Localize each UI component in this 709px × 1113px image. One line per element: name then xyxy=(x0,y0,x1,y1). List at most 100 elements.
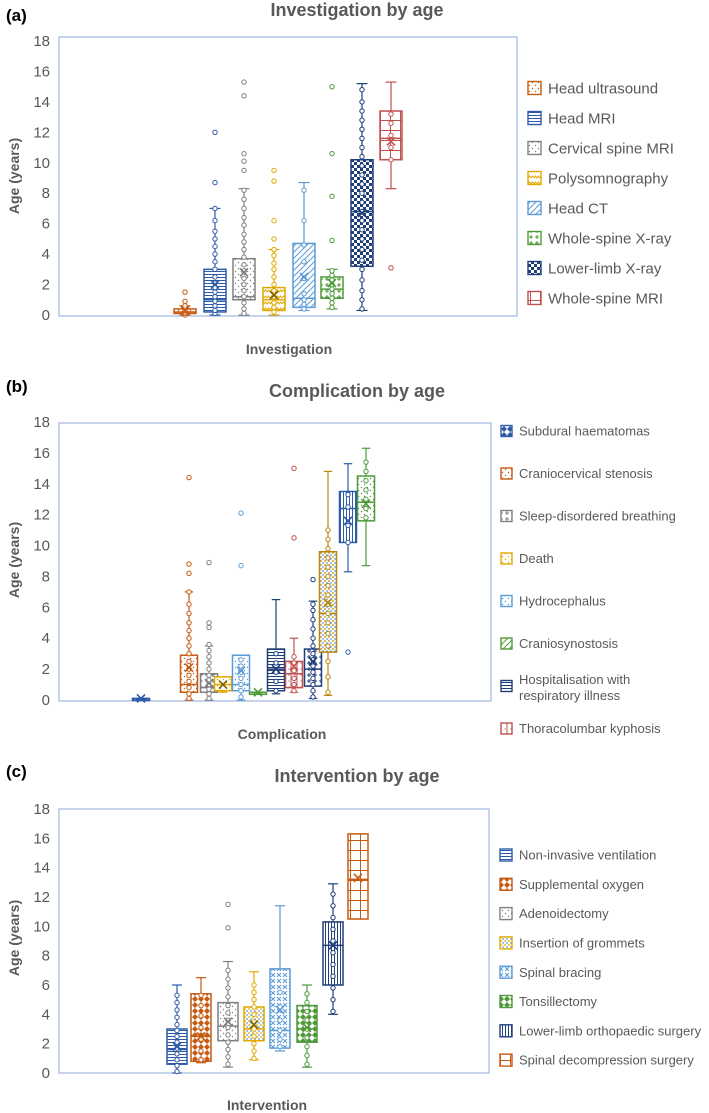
panel-a-box-head-mri-point-15 xyxy=(212,217,218,224)
panel-a-box-whole-spine-mri-point-2 xyxy=(388,144,394,151)
panel-a-box-cervical-spine-mri-point-15 xyxy=(241,205,247,212)
panel-a-box-lower-limb-x-ray-point-17 xyxy=(359,144,365,151)
panel-b-box-sleep-disordered-breathing-point-5 xyxy=(206,672,212,678)
panel-b: (b) Complication by age Complication Age… xyxy=(6,377,676,742)
panel-a-box-head-mri-point-1 xyxy=(212,307,218,314)
panel-b-box-group-12-point-3 xyxy=(363,487,369,493)
panel-c-box-non-invasive-ventilation xyxy=(166,984,188,1075)
panel-c-label: (c) xyxy=(6,762,27,781)
panel-b-legend-hospitalisation-with-respiratory-illness-swatch xyxy=(500,679,513,693)
panel-b-box-group-12-point-1 xyxy=(363,505,369,512)
panel-c-box-adenoidectomy-point-4 xyxy=(225,1032,231,1038)
panel-b-box-group-11-point-1 xyxy=(345,539,351,546)
panel-c-box-supplemental-oxygen-point-1 xyxy=(198,1048,204,1054)
panel-c-box-non-invasive-ventilation-point-12 xyxy=(174,992,180,998)
panel-a-box-head-ct-mean xyxy=(299,272,309,282)
panel-a-legend-head-mri-label: Head MRI xyxy=(548,110,616,127)
panel-b-y-title: Age (years) xyxy=(6,522,22,598)
panel-c-box-supplemental-oxygen-point-4 xyxy=(198,1013,204,1019)
panel-b-legend-subdural-haematomas: Subdural haematomas xyxy=(500,424,650,439)
panel-b-box-scoliosis-group-mean xyxy=(323,598,333,608)
panel-b-legend-hydrocephalus-swatch xyxy=(500,594,513,608)
panel-b-box-craniocervical-stenosis-point-0 xyxy=(186,695,192,702)
panel-c-box-non-invasive-ventilation-point-10 xyxy=(174,1007,180,1013)
panel-c-legend-supplemental-oxygen-swatch xyxy=(499,877,513,891)
panel-b-box-craniocervical-stenosis-point-7 xyxy=(186,650,192,657)
panel-a-box-whole-spine-x-ray-point-8 xyxy=(329,268,335,274)
panel-b-box-hydrocephalus-point-7 xyxy=(238,562,244,569)
panel-b-legend-sleep-disordered-breathing-swatch xyxy=(500,509,513,523)
panel-a-box-cervical-spine-mri-point-16 xyxy=(241,196,247,203)
panel-b-y-tick-8: 8 xyxy=(42,568,50,585)
panel-c-legend-spinal-decompression-surgery: Spinal decompression surgery xyxy=(499,1053,694,1068)
panel-c-box-tonsillectomy-point-3 xyxy=(304,1035,310,1041)
panel-c-box-non-invasive-ventilation-mean xyxy=(172,1042,182,1052)
panel-c-box-non-invasive-ventilation-point-9 xyxy=(174,1014,180,1020)
panel-b-legend-hydrocephalus-label: Hydrocephalus xyxy=(519,594,606,609)
panel-b-box-sleep-disordered-breathing-point-2 xyxy=(206,686,212,692)
panel-c-box-non-invasive-ventilation-point-5 xyxy=(174,1039,180,1045)
panel-a-box-lower-limb-x-ray-point-16 xyxy=(359,153,365,160)
panel-b-box-group-11-point-2 xyxy=(345,522,351,529)
panel-a-box-polysomnography-point-1 xyxy=(271,304,277,311)
panel-b-box-craniocervical-stenosis-point-12 xyxy=(186,610,192,617)
panel-b-y-tick-14: 14 xyxy=(33,476,50,493)
panel-b-box-thoracolumbar-kyphosis-point-2 xyxy=(291,675,297,682)
panel-c-box-tonsillectomy-iqr xyxy=(296,1004,318,1043)
panel-b-legend-thoracolumbar-kyphosis-label: Thoracolumbar kyphosis xyxy=(519,721,661,736)
panel-a-box-polysomnography-point-10 xyxy=(271,246,277,253)
panel-c-box-lower-limb-orthopaedic-surgery-point-7 xyxy=(330,926,336,932)
panel-a-box-cervical-spine-mri-point-8 xyxy=(241,262,247,268)
panel-a-y-tick-16: 16 xyxy=(33,63,50,80)
panel-b-box-hydrocephalus-point-1 xyxy=(238,688,244,694)
panel-b-box-craniocervical-stenosis-mean xyxy=(184,663,194,673)
panel-a-box-whole-spine-x-ray-point-1 xyxy=(329,300,335,306)
panel-c-box-non-invasive-ventilation-point-3 xyxy=(174,1051,180,1057)
panel-a-box-whole-spine-x-ray-mean xyxy=(327,278,337,288)
panel-a-box-polysomnography-point-13 xyxy=(271,178,277,184)
panel-b-box-scoliosis-group-point-2 xyxy=(325,658,331,665)
panel-a-box-cervical-spine-mri-point-4 xyxy=(241,287,247,294)
panel-c-box-lower-limb-orthopaedic-surgery-point-1 xyxy=(330,996,336,1003)
panel-c: (c) Intervention by age Intervention Age… xyxy=(6,762,702,1113)
panel-b-y-tick-0: 0 xyxy=(42,692,50,709)
panel-c-box-insertion-of-grommets-point-1 xyxy=(251,1048,257,1054)
panel-b-box-thoracolumbar-kyphosis-point-3 xyxy=(291,667,297,674)
panel-a-box-lower-limb-x-ray-point-14 xyxy=(359,172,365,178)
panel-b-box-group-12-point-6 xyxy=(363,459,369,465)
panel-b-box-group-11-point-3 xyxy=(345,504,351,510)
panel-c-box-insertion-of-grommets-point-7 xyxy=(251,1004,257,1010)
panel-c-box-lower-limb-orthopaedic-surgery-point-4 xyxy=(330,961,336,968)
panel-a-box-lower-limb-x-ray-point-18 xyxy=(359,135,365,142)
panel-b-box-hydrocephalus-point-6 xyxy=(238,657,244,663)
panel-c-y-title: Age (years) xyxy=(6,900,22,976)
panel-c-box-spinal-bracing-point-1 xyxy=(277,1036,283,1042)
panel-b-box-group-11-iqr xyxy=(338,490,358,544)
panel-a-y-tick-8: 8 xyxy=(42,185,50,202)
panel-a-box-head-mri-mean xyxy=(210,279,220,290)
panel-b-legend-sleep-disordered-breathing: Sleep-disordered breathing xyxy=(500,509,676,524)
panel-c-y-tick-16: 16 xyxy=(33,830,50,847)
panel-c-y-tick-10: 10 xyxy=(33,918,50,935)
panel-b-box-craniocervical-stenosis-point-14 xyxy=(186,589,192,595)
panel-a-box-polysomnography-point-6 xyxy=(271,274,277,280)
panel-c-y-tick-6: 6 xyxy=(42,977,50,994)
panel-a-box-cervical-spine-mri-point-13 xyxy=(241,222,247,228)
panel-c-box-lower-limb-orthopaedic-surgery-point-6 xyxy=(330,938,336,944)
panel-a-legend-whole-spine-x-ray-label: Whole-spine X-ray xyxy=(548,230,672,247)
panel-b-legend-death-label: Death xyxy=(519,551,554,566)
panel-b-legend-subdural-haematomas-label: Subdural haematomas xyxy=(519,424,650,439)
panel-a-legend-lower-limb-x-ray-label: Lower-limb X-ray xyxy=(548,260,662,277)
panel-c-boxes xyxy=(166,833,369,1075)
panel-b-box-scoliosis-group-point-13 xyxy=(325,545,331,552)
panel-c-legend-tonsillectomy: Tonsillectomy xyxy=(499,994,598,1009)
panel-c-box-tonsillectomy-point-2 xyxy=(304,1043,310,1050)
panel-a-box-head-mri-point-12 xyxy=(212,243,218,250)
panel-b-box-group-11 xyxy=(338,463,358,655)
panel-b-box-sleep-disordered-breathing-point-0 xyxy=(206,695,212,702)
panel-c-box-adenoidectomy-point-2 xyxy=(225,1046,231,1053)
panel-a-y-tick-2: 2 xyxy=(42,277,50,294)
panel-a-box-head-mri-point-3 xyxy=(212,298,218,304)
panel-c-box-spinal-decompression-surgery-mean xyxy=(353,873,363,883)
panel-c-legend: Non-invasive ventilation Supplemental oxy… xyxy=(499,848,702,1068)
